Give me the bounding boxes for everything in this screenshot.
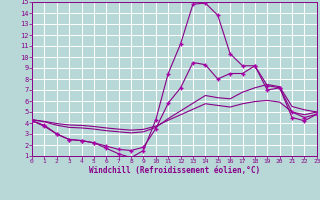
X-axis label: Windchill (Refroidissement éolien,°C): Windchill (Refroidissement éolien,°C) <box>89 166 260 175</box>
